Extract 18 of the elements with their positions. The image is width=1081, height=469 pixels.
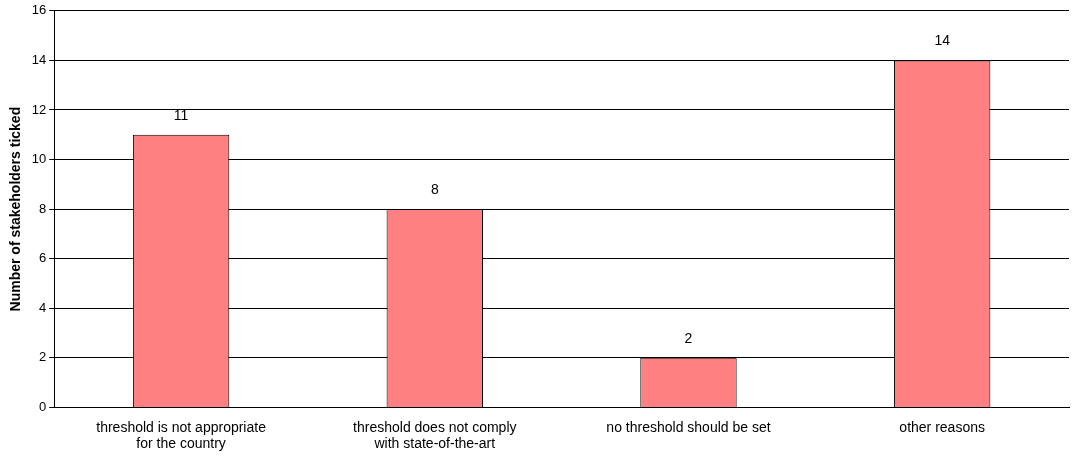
y-tick-label: 10 — [31, 151, 47, 167]
y-tick-label: 0 — [39, 398, 47, 414]
y-tick-label: 12 — [31, 101, 47, 117]
y-tick-label: 8 — [39, 200, 47, 216]
data-label: 2 — [684, 329, 693, 346]
x-tick-label: other reasons — [899, 418, 985, 435]
x-tick-label: threshold does not comply with state-of-the-art — [353, 418, 517, 452]
x-tick-label: no threshold should be set — [606, 418, 771, 435]
y-axis-title: Number of stakeholders ticked — [7, 106, 24, 312]
data-label: 8 — [430, 180, 439, 197]
data-label: 14 — [934, 32, 951, 49]
x-tick-label: threshold is not appropriate for the country — [96, 418, 267, 452]
y-tick-label: 4 — [39, 299, 47, 315]
y-tick-label: 14 — [31, 51, 47, 67]
data-label: 11 — [173, 106, 189, 123]
y-tick-label: 16 — [31, 2, 47, 18]
y-tick-label: 6 — [39, 250, 47, 266]
y-tick-label: 2 — [39, 349, 47, 365]
